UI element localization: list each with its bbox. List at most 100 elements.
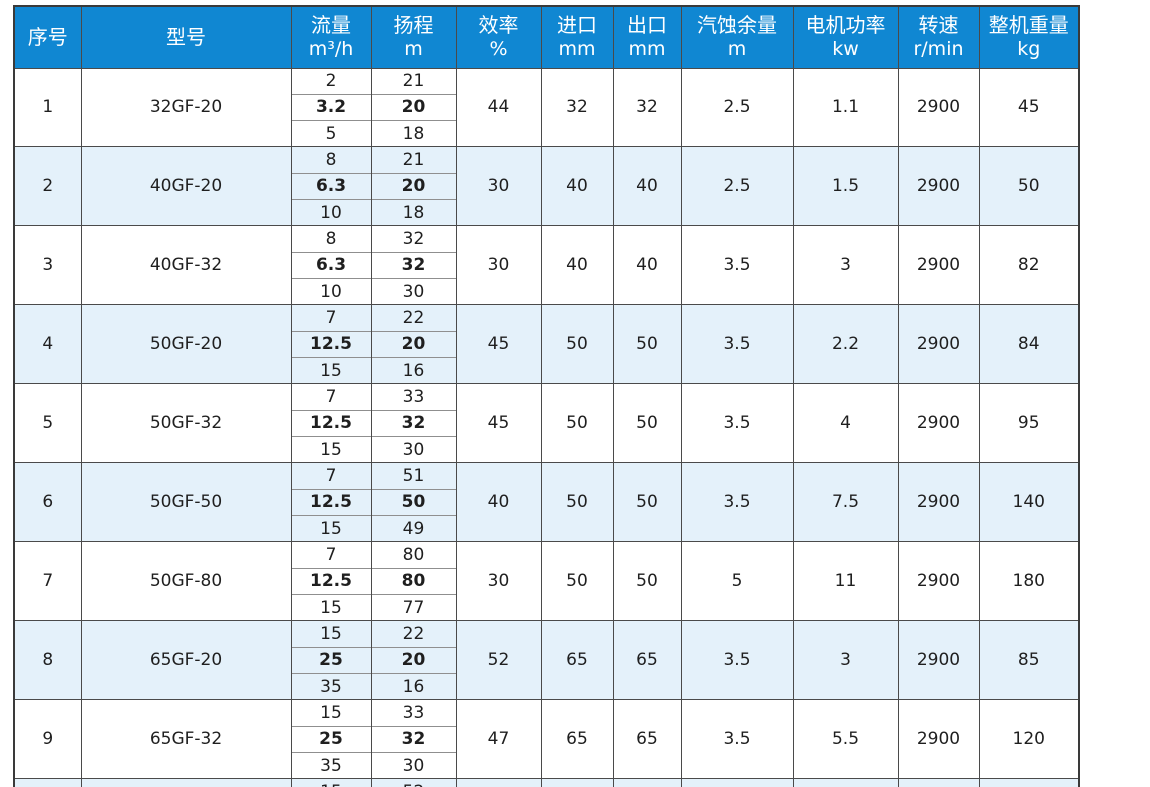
sub-row-min: 9 65GF-32 15 33 47 65 65 3.5 5.5 2900 12… bbox=[13, 699, 1080, 779]
sub-row-rated: 12.5 80 bbox=[14, 567, 1079, 595]
cell-eff: 45 bbox=[455, 383, 542, 463]
header-unit: % bbox=[489, 38, 508, 61]
cell-flow-1: 3.2 bbox=[290, 93, 372, 121]
cell-power: 3 bbox=[792, 620, 899, 700]
header-unit: mm bbox=[628, 38, 666, 61]
sub-row-max: 35 16 bbox=[14, 673, 1079, 700]
cell-flow-2: 10 bbox=[290, 199, 372, 226]
cell-head-0: 33 bbox=[370, 699, 457, 727]
header-row: 序号 型号 流量 m³/h 扬程 m 效率% 进口 mm 出口 mm 汽蚀余量 m 电机功… bbox=[13, 5, 1080, 69]
cell-flow-0: 15 bbox=[290, 699, 372, 727]
cell-weight: 50 bbox=[978, 146, 1080, 226]
cell-inlet: 50 bbox=[540, 383, 614, 463]
cell-model: 40GF-32 bbox=[80, 225, 292, 305]
cell-npsh: 3.5 bbox=[680, 225, 794, 305]
cell-head-0: 33 bbox=[370, 383, 457, 411]
header-cell-weight: 整机重量 kg bbox=[978, 5, 1080, 69]
cell-outlet: 40 bbox=[612, 146, 682, 226]
cell-no bbox=[13, 778, 82, 787]
cell-speed: 2900 bbox=[897, 304, 980, 384]
cell-flow-1: 12.5 bbox=[290, 330, 372, 358]
cell-power: 1.1 bbox=[792, 67, 899, 147]
header-cell-power: 电机功率 kw bbox=[792, 5, 899, 69]
cell-model: 50GF-80 bbox=[80, 541, 292, 621]
header-unit: r/min bbox=[913, 38, 964, 61]
cell-power: 2.2 bbox=[792, 304, 899, 384]
cell-flow-2: 35 bbox=[290, 752, 372, 779]
cell-head-0: 22 bbox=[370, 620, 457, 648]
cell-weight: 85 bbox=[978, 620, 1080, 700]
cell-no: 8 bbox=[13, 620, 82, 700]
sub-row-max: 35 30 bbox=[14, 752, 1079, 779]
table-row-partial: 15 52 bbox=[13, 778, 1080, 787]
sub-row-max: 15 30 bbox=[14, 436, 1079, 463]
cell-speed: 2900 bbox=[897, 146, 980, 226]
sub-row-rated: 6.3 32 bbox=[14, 251, 1079, 279]
cell-head-1: 32 bbox=[370, 725, 457, 753]
cell-no: 2 bbox=[13, 146, 82, 226]
cell-speed: 2900 bbox=[897, 67, 980, 147]
cell-no: 9 bbox=[13, 699, 82, 779]
header-cell-model: 型号 bbox=[80, 5, 292, 69]
cell-flow-0: 7 bbox=[290, 383, 372, 411]
cell-outlet bbox=[612, 778, 682, 787]
cell-flow-2: 5 bbox=[290, 120, 372, 147]
header-cell-outlet: 出口 mm bbox=[612, 5, 682, 69]
cell-outlet: 32 bbox=[612, 67, 682, 147]
sub-row-min: 6 50GF-50 7 51 40 50 50 3.5 7.5 2900 140 bbox=[13, 462, 1080, 542]
cell-no: 1 bbox=[13, 67, 82, 147]
header-label: 效率 bbox=[478, 13, 519, 38]
cell-no: 3 bbox=[13, 225, 82, 305]
sub-row-min: 3 40GF-32 8 32 30 40 40 3.5 3 2900 82 bbox=[13, 225, 1080, 305]
cell-eff: 30 bbox=[455, 541, 542, 621]
header-cell-head: 扬程 m bbox=[370, 5, 457, 69]
cell-eff: 30 bbox=[455, 225, 542, 305]
table-row: 9 65GF-32 15 33 47 65 65 3.5 5.5 2900 12… bbox=[13, 699, 1080, 779]
cell-flow-2: 15 bbox=[290, 357, 372, 384]
table-header: 序号 型号 流量 m³/h 扬程 m 效率% 进口 mm 出口 mm 汽蚀余量 m 电机功… bbox=[13, 5, 1080, 69]
cell-head-1: 32 bbox=[370, 251, 457, 279]
header-cell-flow: 流量 m³/h bbox=[290, 5, 372, 69]
cell-inlet: 32 bbox=[540, 67, 614, 147]
cell-head-2: 18 bbox=[370, 120, 457, 147]
sub-row-max: 15 49 bbox=[14, 515, 1079, 542]
cell-flow-2: 15 bbox=[290, 515, 372, 542]
header-label: 电机功率 bbox=[805, 13, 886, 38]
cell-flow-1: 12.5 bbox=[290, 488, 372, 516]
cell-inlet: 40 bbox=[540, 225, 614, 305]
cell-head-1: 20 bbox=[370, 172, 457, 200]
cell-power bbox=[792, 778, 899, 787]
cell-eff: 52 bbox=[455, 620, 542, 700]
header-label: 流量 bbox=[311, 13, 351, 38]
cell-head-1: 20 bbox=[370, 646, 457, 674]
header-unit: m³/h bbox=[308, 38, 354, 61]
table-row: 4 50GF-20 7 22 45 50 50 3.5 2.2 2900 84 … bbox=[13, 304, 1080, 384]
cell-speed: 2900 bbox=[897, 699, 980, 779]
table-row: 2 40GF-20 8 21 30 40 40 2.5 1.5 2900 50 … bbox=[13, 146, 1080, 226]
header-unit: m bbox=[404, 38, 423, 61]
cell-npsh: 3.5 bbox=[680, 620, 794, 700]
cell-eff: 30 bbox=[455, 146, 542, 226]
cell-inlet bbox=[540, 778, 614, 787]
cell-flow-0: 15 bbox=[290, 620, 372, 648]
sub-row-min: 4 50GF-20 7 22 45 50 50 3.5 2.2 2900 84 bbox=[13, 304, 1080, 384]
sub-row-rated: 12.5 50 bbox=[14, 488, 1079, 516]
sub-row-min: 7 50GF-80 7 80 30 50 50 5 11 2900 180 bbox=[13, 541, 1080, 621]
cell-power: 5.5 bbox=[792, 699, 899, 779]
cell-head-2: 30 bbox=[370, 436, 457, 463]
cell-weight: 95 bbox=[978, 383, 1080, 463]
cell-flow-2: 15 bbox=[290, 436, 372, 463]
cell-npsh bbox=[680, 778, 794, 787]
cell-head-2: 49 bbox=[370, 515, 457, 542]
sub-row-max: 15 77 bbox=[14, 594, 1079, 621]
pump-spec-table: 序号 型号 流量 m³/h 扬程 m 效率% 进口 mm 出口 mm 汽蚀余量 m 电机功… bbox=[13, 5, 1080, 787]
cell-outlet: 50 bbox=[612, 541, 682, 621]
header-label: 整机重量 bbox=[988, 13, 1069, 38]
cell-model bbox=[80, 778, 292, 787]
cell-weight: 84 bbox=[978, 304, 1080, 384]
cell-flow-0: 2 bbox=[290, 67, 372, 95]
header-label: 转速 bbox=[918, 13, 959, 38]
cell-npsh: 2.5 bbox=[680, 146, 794, 226]
sub-row-min: 5 50GF-32 7 33 45 50 50 3.5 4 2900 95 bbox=[13, 383, 1080, 463]
header-label: 出口 bbox=[627, 13, 667, 38]
